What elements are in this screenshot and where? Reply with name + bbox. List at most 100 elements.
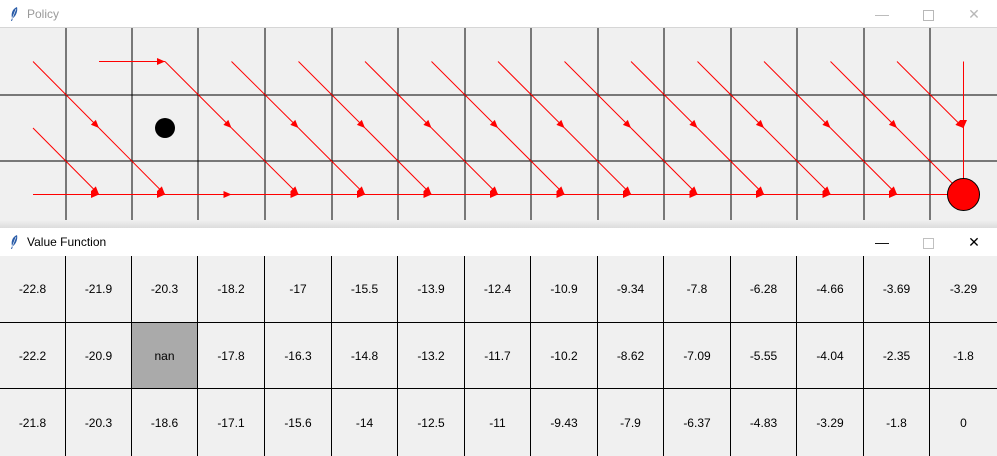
- value-cell: -18.2: [198, 256, 265, 323]
- value-cell: -14.8: [332, 323, 398, 389]
- maximize-button[interactable]: [905, 228, 951, 256]
- value-cell: -1.8: [864, 389, 930, 456]
- value-cell-blocked: nan: [132, 323, 198, 389]
- policy-arrowhead: [556, 191, 565, 198]
- policy-arrowhead: [889, 191, 897, 198]
- policy-arrowhead: [290, 191, 299, 198]
- value-cell: -4.04: [797, 323, 864, 389]
- policy-arrowhead: [290, 186, 299, 195]
- policy-arrowhead: [822, 119, 831, 128]
- policy-arrow-line: [830, 61, 898, 129]
- window-title: Value Function: [27, 235, 107, 249]
- policy-arrow-line: [364, 127, 432, 195]
- value-cell: 0: [960, 415, 967, 430]
- minimize-button[interactable]: —: [875, 234, 889, 250]
- value-cell: -7.09: [664, 323, 731, 389]
- window-title: Policy: [27, 7, 60, 21]
- policy-arrowhead: [689, 119, 698, 128]
- policy-arrowhead: [223, 191, 232, 198]
- value-cell: -3.29: [797, 389, 864, 456]
- policy-arrow-line: [564, 61, 632, 129]
- minimize-button[interactable]: —: [875, 6, 889, 22]
- value-cell: -1.8: [930, 323, 997, 389]
- policy-arrow-line: [32, 127, 100, 195]
- policy-arrowhead: [357, 191, 365, 198]
- policy-arrowhead: [622, 186, 631, 195]
- policy-arrow-line: [431, 61, 499, 129]
- value-function-window: Value Function — ✕ -22.8 -21.9 -20.3 -18.2-…: [0, 228, 997, 456]
- value-cell: -17.8: [198, 323, 265, 389]
- policy-arrowhead: [755, 119, 764, 128]
- value-cell: -8.62: [598, 323, 664, 389]
- close-button[interactable]: ✕: [968, 234, 980, 250]
- value-cell: -21.9: [66, 256, 132, 323]
- policy-arrow-line: [697, 127, 765, 195]
- policy-arrowhead: [622, 119, 631, 128]
- feather-icon: [11, 235, 18, 249]
- policy-arrowhead: [223, 119, 232, 128]
- policy-arrow-line: [697, 61, 765, 129]
- policy-arrowhead: [756, 191, 764, 198]
- policy-arrow-line: [231, 127, 299, 195]
- value-cell: -18.6: [132, 389, 198, 456]
- policy-arrowhead: [90, 119, 99, 128]
- agent-marker: [155, 118, 175, 138]
- policy-arrowhead: [689, 191, 698, 198]
- value-cell: -12.4: [465, 256, 531, 323]
- policy-arrowhead: [489, 119, 498, 128]
- policy-canvas: [0, 28, 997, 228]
- policy-arrowhead: [290, 119, 299, 128]
- value-cell: -6.28: [731, 256, 797, 323]
- value-cell: -13.9: [398, 256, 465, 323]
- value-function-titlebar[interactable]: Value Function — ✕: [0, 228, 997, 256]
- value-cell: -6.37: [664, 389, 731, 456]
- policy-arrow-line: [364, 61, 432, 129]
- policy-arrowhead: [955, 119, 964, 128]
- policy-arrowhead: [157, 58, 165, 65]
- value-cell: -3.69: [864, 256, 930, 323]
- value-cell: -16.3: [265, 323, 332, 389]
- value-cell: -22.8: [0, 256, 66, 323]
- value-cell: -17: [265, 256, 332, 323]
- value-cell: -5.55: [731, 323, 797, 389]
- policy-arrow-line: [164, 61, 232, 129]
- policy-arrowhead: [489, 186, 498, 195]
- maximize-icon: [922, 9, 934, 21]
- maximize-button[interactable]: [905, 0, 951, 28]
- policy-arrowhead: [356, 119, 365, 128]
- policy-arrow-line: [630, 61, 698, 129]
- policy-arrow-line: [497, 61, 565, 129]
- policy-arrow-line: [298, 127, 366, 195]
- value-cell: -21.8: [0, 389, 66, 456]
- policy-titlebar[interactable]: Policy — ✕: [0, 0, 997, 28]
- policy-arrow-line: [896, 61, 964, 129]
- value-cell: -11: [465, 389, 531, 456]
- policy-arrowhead: [888, 119, 897, 128]
- policy-arrowhead: [755, 186, 764, 195]
- value-cell: -11.7: [465, 323, 531, 389]
- policy-arrow-line: [763, 127, 831, 195]
- policy-arrowhead: [490, 191, 498, 198]
- policy-arrow-line: [98, 127, 166, 195]
- value-cell: -4.83: [731, 389, 797, 456]
- value-cell: -15.5: [332, 256, 398, 323]
- policy-arrowhead: [423, 119, 432, 128]
- value-cell: -20.3: [132, 256, 198, 323]
- value-cell: -4.66: [797, 256, 864, 323]
- value-cell: -7.9: [598, 389, 664, 456]
- policy-arrow-line: [763, 61, 831, 129]
- policy-arrow-line: [830, 127, 898, 195]
- value-cell: -10.9: [531, 256, 598, 323]
- policy-arrow-line: [431, 127, 499, 195]
- value-cell: -22.2: [0, 323, 66, 389]
- value-cell: -20.9: [66, 323, 132, 389]
- value-cell: -9.34: [598, 256, 664, 323]
- value-cell: -13.2: [398, 323, 465, 389]
- close-button[interactable]: ✕: [968, 6, 980, 22]
- feather-icon: [11, 7, 18, 21]
- policy-arrowhead: [822, 191, 831, 198]
- policy-window: Policy — ✕: [0, 0, 997, 228]
- maximize-icon: [922, 237, 934, 249]
- policy-arrowhead: [689, 186, 698, 195]
- policy-arrowhead: [90, 186, 99, 195]
